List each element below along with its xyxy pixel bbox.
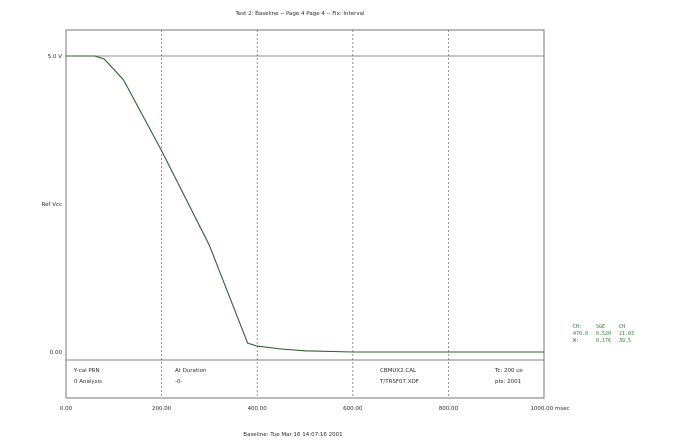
series-lines	[65, 55, 545, 353]
side-readout: CH: SGE CH 470.0 0.520 21.03 W: 0.176 39.5	[573, 324, 634, 344]
side-readout-cell-0-0: CH:	[573, 324, 582, 330]
series-0-point-14	[495, 351, 497, 353]
series-0-point-11	[352, 351, 354, 353]
x-tick-label-5: 1000.00 msec	[530, 406, 569, 412]
y-tick-label-0: 0.00	[50, 350, 63, 356]
side-readout-cell-1-1: 0.520	[596, 331, 611, 337]
x-tick-label-0: 0.00	[60, 406, 73, 412]
x-tick-label-3: 600.00	[343, 406, 363, 412]
y-tick-label-1: Ref Vcc	[42, 202, 62, 208]
gridlines	[66, 30, 544, 398]
series-0-point-9	[280, 348, 282, 350]
side-readout-cell-0-1: SGE	[596, 324, 605, 330]
footer-timestamp: Baseline: Tue Mar 16 14:07:16 2001	[243, 432, 342, 438]
side-readout-cell-0-2: CH	[619, 324, 625, 330]
series-line-0	[66, 55, 544, 353]
info-label-4: CBMUX2.CAL	[380, 368, 417, 374]
info-label-6: Tc: 200 us	[494, 368, 523, 374]
series-0-point-6	[247, 342, 249, 344]
side-readout-cell-1-0: 470.0	[573, 331, 588, 337]
y-tick-labels: 0.00 Ref Vcc 5.0 V	[42, 54, 63, 356]
info-box: Y-cal PRN 0 Analysis At Duration -0- CBMUX2.…	[73, 368, 523, 385]
y-tick-label-2: 5.0 V	[48, 54, 62, 60]
series-0-point-0	[65, 55, 67, 57]
x-tick-label-4: 800.00	[439, 406, 459, 412]
side-readout-cell-2-2: 39.5	[619, 338, 631, 344]
series-0-point-1	[94, 55, 96, 57]
series-0-point-5	[208, 244, 210, 246]
series-0-point-15	[543, 351, 545, 353]
info-label-5: T/TRSF07.XDF	[379, 379, 419, 385]
series-0-point-13	[447, 351, 449, 353]
x-tick-label-1: 200.00	[152, 406, 172, 412]
info-label-0: Y-cal PRN	[73, 368, 100, 374]
x-tick-label-2: 400.00	[248, 406, 268, 412]
series-0-point-2	[103, 58, 105, 60]
series-0-point-7	[251, 344, 253, 346]
side-readout-cell-1-2: 21.03	[619, 331, 634, 337]
info-label-1: 0 Analysis	[74, 379, 102, 385]
series-0-point-8	[256, 345, 258, 347]
series-0-point-12	[400, 351, 402, 353]
series-0-point-10	[304, 350, 306, 352]
chart-title: Test 2: Baseline -- Page 4 Page 4 -- Fix…	[234, 11, 364, 17]
info-label-7: pts: 2001	[495, 379, 521, 385]
info-label-2: At Duration	[175, 368, 207, 374]
series-0-point-4	[161, 150, 163, 152]
series-0-point-3	[122, 79, 124, 81]
side-readout-cell-2-1: 0.176	[596, 338, 611, 344]
side-readout-cell-2-0: W:	[573, 338, 579, 344]
x-tick-labels: 0.00 200.00 400.00 600.00 800.00 1000.00 msec	[60, 406, 570, 412]
info-label-3: -0-	[175, 379, 182, 385]
plot-frame	[65, 29, 545, 399]
